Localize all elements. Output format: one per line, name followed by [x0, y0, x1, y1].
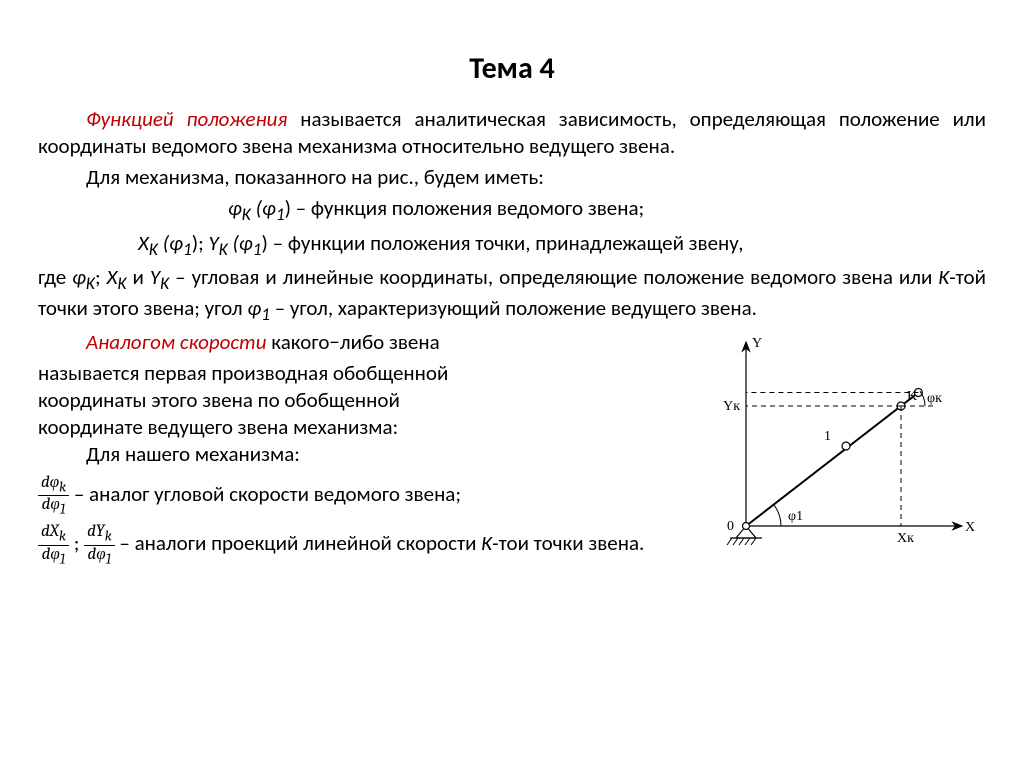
svg-text:φ1: φ1: [788, 509, 803, 524]
term-position-function: Функцией положения: [86, 106, 287, 132]
svg-text:X: X: [965, 520, 975, 535]
term-velocity-analog: Аналогом скорости: [86, 329, 267, 355]
svg-text:1: 1: [824, 429, 831, 444]
eq-phi-k: φK (φ1) – функция положения ведомого зве…: [38, 195, 986, 226]
page-title: Тема 4: [38, 50, 986, 88]
eq-angular-analog: dφk dφ1 – аналог угловой скорости ведомо…: [38, 474, 692, 518]
eq-linear-analogs: dXk dφ1 ; dYk dφ1 – аналоги проекций лин…: [38, 523, 692, 567]
paragraph-2: Для механизма, показанного на рис., буде…: [38, 164, 986, 191]
mechanism-figure: Y X 0 Xк Yк Kφ1 φк 1: [706, 331, 976, 561]
svg-text:φк: φк: [927, 391, 942, 406]
vel-analog-line3: координаты этого звена по обобщенной: [38, 387, 692, 414]
vel-analog-line2: называется первая производная обобщенной: [38, 360, 692, 387]
fraction-dphik-dphi1: dφk dφ1: [38, 474, 69, 518]
svg-text:0: 0: [727, 519, 734, 534]
svg-text:Xк: Xк: [897, 531, 914, 546]
eq-xy-k: XK (φ1); YK (φ1) – функции положения точ…: [38, 230, 986, 261]
fraction-dxk-dphi1: dXk dφ1: [38, 523, 69, 567]
paragraph-where: где φK; XK и YK – угловая и линейные коо…: [38, 264, 986, 325]
vel-analog-line4: координате ведущего звена механизма:: [38, 414, 692, 441]
paragraph-our-mech: Для нашего механизма:: [38, 441, 692, 468]
svg-text:Yк: Yк: [723, 399, 740, 414]
svg-text:K: K: [907, 389, 917, 404]
svg-text:Y: Y: [752, 336, 762, 351]
fraction-dyk-dphi1: dYk dφ1: [84, 523, 115, 567]
vel-analog-line1: Аналогом скорости какого−либо звена: [38, 329, 692, 356]
intro-paragraph: Функцией положения называется аналитичес…: [38, 106, 986, 160]
